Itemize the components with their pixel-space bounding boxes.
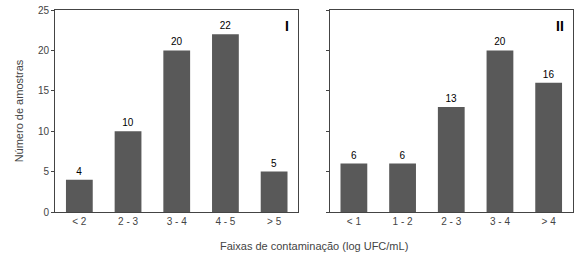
svg-text:15: 15: [38, 85, 50, 96]
svg-text:> 4: > 4: [542, 216, 557, 227]
svg-text:20: 20: [171, 36, 183, 47]
svg-text:2 - 3: 2 - 3: [441, 216, 461, 227]
svg-text:2 - 3: 2 - 3: [118, 216, 138, 227]
svg-text:13: 13: [445, 93, 457, 104]
svg-text:4 - 5: 4 - 5: [215, 216, 235, 227]
svg-text:10: 10: [38, 126, 50, 137]
svg-text:> 5: > 5: [267, 216, 282, 227]
svg-text:5: 5: [271, 158, 277, 169]
svg-text:Faixas de contaminação (log UF: Faixas de contaminação (log UFC/mL): [220, 240, 408, 252]
svg-text:I: I: [285, 18, 289, 34]
svg-text:20: 20: [38, 45, 50, 56]
svg-text:3 - 4: 3 - 4: [490, 216, 510, 227]
svg-text:II: II: [556, 18, 564, 34]
svg-text:5: 5: [43, 166, 49, 177]
svg-text:6: 6: [351, 150, 357, 161]
svg-text:4: 4: [76, 166, 82, 177]
svg-text:1 - 2: 1 - 2: [393, 216, 413, 227]
svg-text:3 - 4: 3 - 4: [167, 216, 187, 227]
svg-text:0: 0: [43, 207, 49, 218]
svg-text:25: 25: [38, 5, 50, 16]
svg-text:Número de amostras: Número de amostras: [13, 59, 25, 162]
svg-text:16: 16: [543, 69, 555, 80]
svg-text:20: 20: [494, 36, 506, 47]
svg-text:22: 22: [220, 20, 232, 31]
svg-text:< 2: < 2: [72, 216, 87, 227]
svg-text:< 1: < 1: [347, 216, 362, 227]
svg-text:6: 6: [400, 150, 406, 161]
svg-text:10: 10: [122, 117, 134, 128]
